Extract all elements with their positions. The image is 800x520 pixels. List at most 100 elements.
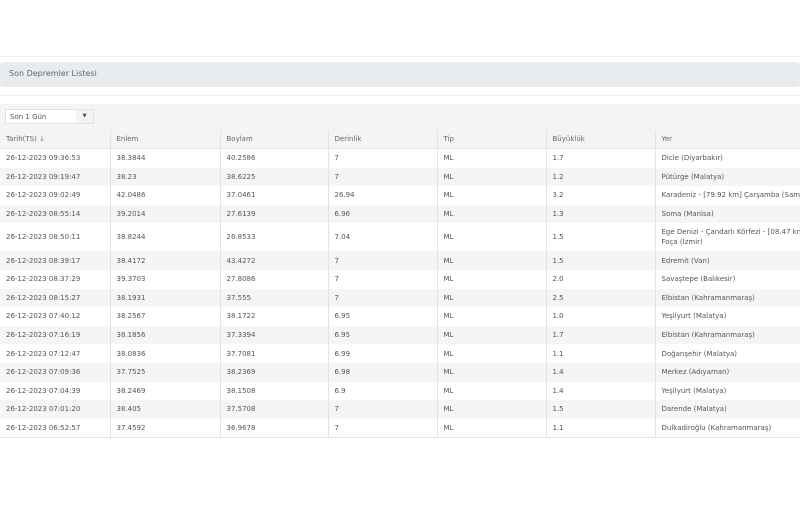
cell-depth: 26.94 xyxy=(327,186,437,205)
cell-location: Yeşilyurt (Malatya) xyxy=(654,307,800,326)
cell-type: ML xyxy=(436,223,546,252)
table-row[interactable]: 26-12-2023 07:12:47 38.0836 37.7081 6.99 ML 1… xyxy=(0,344,800,363)
table-row[interactable]: 26-12-2023 08:39:17 38.4172 43.4272 7 ML 1.5 E… xyxy=(0,251,800,270)
cell-magnitude: 1.4 xyxy=(545,362,655,382)
cell-date: 26-12-2023 07:40:12 xyxy=(6,312,81,321)
sort-desc-icon: ↓ xyxy=(39,135,45,143)
table-row[interactable]: 26-12-2023 07:04:39 38.2469 38.1508 6.9 ML 1.… xyxy=(0,381,800,401)
cell-type: ML xyxy=(436,344,546,363)
cell-longitude: 38.1508 xyxy=(219,381,328,401)
cell-longitude: 37.5708 xyxy=(219,400,328,419)
cell-depth: 6.96 xyxy=(327,204,437,224)
cell-date: 26-12-2023 08:37:29 xyxy=(6,275,81,284)
earthquake-table: Tarih(TS) ↓ Enlem Boylam Derinlik Tip Bü… xyxy=(0,130,800,438)
table-row[interactable]: 26-12-2023 07:16:19 38.1856 37.3394 6.95 ML 1… xyxy=(0,325,800,345)
divider xyxy=(0,95,800,96)
table-row[interactable]: 26-12-2023 08:55:14 39.2014 27.6139 6.96 ML 1… xyxy=(0,204,800,224)
cell-location: Doğanşehir (Malatya) xyxy=(654,344,800,363)
column-header-depth[interactable]: Derinlik xyxy=(327,130,437,149)
cell-latitude: 42.0486 xyxy=(109,186,220,205)
cell-longitude: 26.8533 xyxy=(219,223,328,252)
table-row[interactable]: 26-12-2023 08:15:27 38.1931 37.555 7 ML 2.5 El… xyxy=(0,288,800,308)
time-range-value: Son 1 Gün xyxy=(10,113,47,121)
cell-type: ML xyxy=(436,325,546,345)
cell-type: ML xyxy=(436,204,546,224)
cell-depth: 6.95 xyxy=(327,307,437,326)
cell-depth: 6.98 xyxy=(327,362,437,382)
cell-magnitude: 3.2 xyxy=(545,186,655,205)
cell-magnitude: 2.0 xyxy=(545,269,655,289)
cell-type: ML xyxy=(436,186,546,205)
table-row[interactable]: 26-12-2023 07:40:12 38.2567 38.1722 6.95 ML 1… xyxy=(0,307,800,326)
column-header-location[interactable]: Yer xyxy=(654,130,800,149)
cell-type: ML xyxy=(436,251,546,270)
cell-latitude: 39.2014 xyxy=(109,204,220,224)
table-row[interactable]: 26-12-2023 08:37:29 39.3703 27.8086 7 ML 2.0 S… xyxy=(0,269,800,289)
cell-latitude: 39.3703 xyxy=(109,269,220,289)
cell-latitude: 37.7525 xyxy=(109,362,220,382)
cell-longitude: 27.8086 xyxy=(219,269,328,289)
cell-latitude: 38.1856 xyxy=(109,325,220,345)
time-range-select[interactable]: Son 1 Gün ▼ xyxy=(5,109,94,124)
cell-longitude: 37.7081 xyxy=(219,344,328,363)
cell-location: Savaştepe (Balıkesir) xyxy=(654,269,800,289)
cell-depth: 7 xyxy=(327,288,437,308)
cell-location: Soma (Manisa) xyxy=(654,204,800,224)
cell-date: 26-12-2023 06:52:57 xyxy=(6,424,81,433)
cell-location: Pütürge (Malatya) xyxy=(654,167,800,187)
table-row[interactable]: 26-12-2023 06:52:57 37.4592 36.9678 7 ML 1.1 D… xyxy=(0,418,800,438)
cell-date: 26-12-2023 08:50:11 xyxy=(6,233,81,242)
table-row[interactable]: 26-12-2023 09:02:49 42.0486 37.0461 26.94 ML… xyxy=(0,186,800,205)
cell-date: 26-12-2023 08:55:14 xyxy=(0,204,110,224)
divider xyxy=(0,56,800,57)
cell-type: ML xyxy=(436,362,546,382)
table-row[interactable]: 26-12-2023 07:01:20 38.405 37.5708 7 ML 1.5 Da… xyxy=(0,400,800,419)
panel-header: Son Depremler Listesi xyxy=(0,62,800,87)
cell-type: ML xyxy=(436,307,546,326)
cell-depth: 7 xyxy=(327,400,437,419)
cell-type: ML xyxy=(436,400,546,419)
cell-date: 26-12-2023 08:15:27 xyxy=(0,288,110,308)
cell-type: ML xyxy=(436,269,546,289)
cell-depth: 7 xyxy=(327,269,437,289)
column-header-latitude[interactable]: Enlem xyxy=(109,130,220,149)
table-row[interactable]: 26-12-2023 07:09:36 37.7525 38.2369 6.98 ML 1… xyxy=(0,362,800,382)
cell-latitude: 38.4172 xyxy=(109,251,220,270)
cell-longitude: 37.555 xyxy=(219,288,328,308)
cell-magnitude: 1.5 xyxy=(545,251,655,270)
cell-location: Yeşilyurt (Malatya) xyxy=(654,381,800,401)
column-header-longitude[interactable]: Boylam xyxy=(219,130,328,149)
column-header-type[interactable]: Tip xyxy=(436,130,546,149)
cell-depth: 7 xyxy=(327,251,437,270)
cell-date: 26-12-2023 07:09:36 xyxy=(0,362,110,382)
cell-magnitude: 1.1 xyxy=(545,344,655,363)
cell-magnitude: 2.5 xyxy=(545,288,655,308)
cell-depth: 6.95 xyxy=(327,325,437,345)
cell-depth: 6.99 xyxy=(327,344,437,363)
column-header-magnitude[interactable]: Büyüklük xyxy=(545,130,655,149)
cell-longitude: 43.4272 xyxy=(219,251,328,270)
table-row[interactable]: 26-12-2023 09:36:53 38.3844 40.2586 7 ML 1.7 D… xyxy=(0,148,800,168)
cell-longitude: 37.3394 xyxy=(219,325,328,345)
cell-depth: 6.9 xyxy=(327,381,437,401)
table-row[interactable]: 26-12-2023 08:50:11 38.8244 26.8533 7.04 ML 1… xyxy=(0,223,800,252)
chevron-down-icon[interactable]: ▼ xyxy=(76,110,93,123)
cell-location: Elbistan (Kahramanmaraş) xyxy=(654,325,800,345)
cell-latitude: 37.4592 xyxy=(109,418,220,438)
cell-magnitude: 1.3 xyxy=(545,204,655,224)
cell-date: 26-12-2023 07:01:20 xyxy=(0,400,110,419)
cell-latitude: 38.2469 xyxy=(109,381,220,401)
cell-longitude: 38.1722 xyxy=(219,307,328,326)
cell-location: Darende (Malatya) xyxy=(654,400,800,419)
cell-magnitude: 1.7 xyxy=(545,325,655,345)
table-row[interactable]: 26-12-2023 09:19:47 38.23 38.6225 7 ML 1.2 Püt… xyxy=(0,167,800,187)
cell-depth: 7 xyxy=(327,148,437,168)
cell-location: Dulkadiroğlu (Kahramanmaraş) xyxy=(654,418,800,438)
cell-latitude: 38.8244 xyxy=(109,223,220,252)
cell-date: 26-12-2023 09:19:47 xyxy=(0,167,110,187)
column-header-date[interactable]: Tarih(TS) ↓ xyxy=(0,130,110,149)
cell-location: Ege Denizi - Çandarlı Körfezi - [08.47 k… xyxy=(654,223,800,252)
cell-date: 26-12-2023 07:12:47 xyxy=(6,349,81,358)
cell-type: ML xyxy=(436,167,546,187)
cell-type: ML xyxy=(436,381,546,401)
